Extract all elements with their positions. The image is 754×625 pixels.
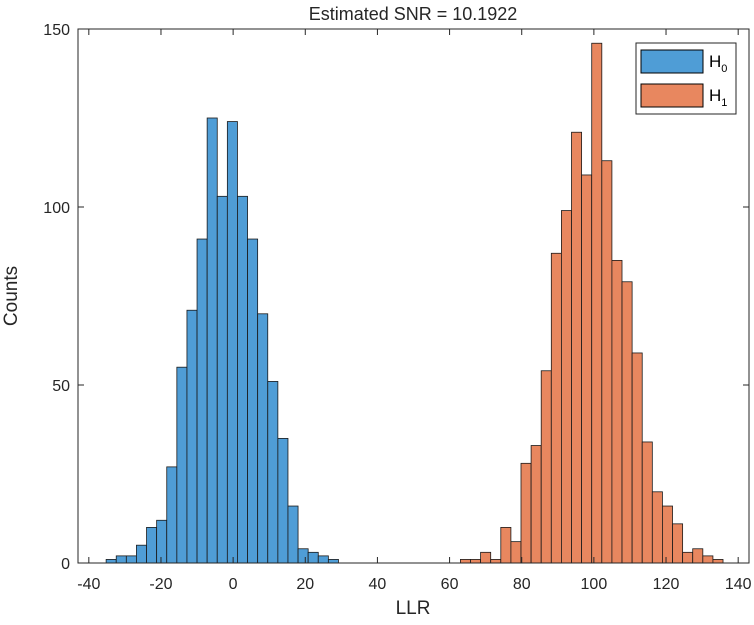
histogram-bar xyxy=(307,551,319,564)
histogram-bar xyxy=(287,505,299,564)
histogram-bar xyxy=(712,559,724,564)
histogram-bar xyxy=(490,559,502,564)
histogram-bar xyxy=(591,42,603,564)
histogram-bar xyxy=(115,555,127,564)
histogram-bar xyxy=(692,548,704,564)
legend: H0 H1 xyxy=(635,42,737,115)
histogram-bar xyxy=(267,381,279,564)
histogram-bar xyxy=(662,505,673,564)
x-tick-label: 80 xyxy=(513,576,531,593)
x-tick-label: 140 xyxy=(725,576,752,593)
series-h1-bars xyxy=(459,42,724,564)
histogram-bar xyxy=(682,551,694,564)
histogram-bar xyxy=(480,551,492,564)
histogram-bar xyxy=(317,555,329,564)
histogram-bar xyxy=(105,559,117,564)
histogram-bar xyxy=(166,466,178,564)
y-axis-label: Counts xyxy=(1,266,22,326)
x-tick-label: 20 xyxy=(296,576,314,593)
histogram-bar xyxy=(672,523,684,564)
x-tick-label: 0 xyxy=(229,576,238,593)
legend-label-h1: H1 xyxy=(709,86,727,109)
x-tick-label: 40 xyxy=(369,576,387,593)
histogram-bar xyxy=(136,544,147,564)
histogram-bar xyxy=(257,313,269,564)
histogram-bar xyxy=(611,259,623,564)
histogram-bar xyxy=(156,519,168,564)
histogram-bar xyxy=(550,252,562,564)
histogram-bar xyxy=(277,437,289,564)
histogram-bar xyxy=(561,210,572,564)
legend-label-h0: H0 xyxy=(709,52,727,75)
plot-frame xyxy=(77,28,750,564)
histogram-bar xyxy=(530,445,542,564)
histogram-bar xyxy=(621,281,633,564)
x-tick-label: -20 xyxy=(149,576,172,593)
histogram-bar xyxy=(581,174,593,564)
histogram-bar xyxy=(641,441,653,564)
histogram-bar xyxy=(651,491,663,564)
y-tick-label: 100 xyxy=(43,200,70,217)
histogram-bar xyxy=(327,559,339,564)
histogram-bar xyxy=(176,366,188,564)
y-tick-label: 0 xyxy=(61,556,70,573)
histogram-bar xyxy=(247,238,259,564)
y-tick-label: 50 xyxy=(52,378,70,395)
histogram-bar xyxy=(540,370,552,564)
x-tick-label: -40 xyxy=(77,576,100,593)
histogram-bar xyxy=(702,555,714,564)
histogram-bar xyxy=(297,548,309,564)
x-axis-ticks: -40 -20 0 20 40 60 80 100 120 140 xyxy=(77,29,752,593)
histogram-bar xyxy=(196,238,208,564)
histogram-bar xyxy=(571,131,583,564)
histogram-bar xyxy=(216,195,228,564)
y-axis-ticks: 0 50 100 150 xyxy=(43,22,749,573)
histogram-bar xyxy=(226,121,238,564)
histogram-bar xyxy=(631,352,643,564)
histogram-bar xyxy=(186,309,198,564)
histogram-bar xyxy=(601,160,613,564)
histogram-bar xyxy=(520,462,532,564)
chart-title: Estimated SNR = 10.1922 xyxy=(309,4,518,24)
x-tick-label: 60 xyxy=(441,576,459,593)
histogram-bar xyxy=(125,555,137,564)
x-tick-label: 120 xyxy=(653,576,680,593)
histogram-bar xyxy=(237,195,248,564)
legend-swatch-h0 xyxy=(640,49,704,74)
histogram-bar xyxy=(206,117,218,564)
x-tick-label: 100 xyxy=(581,576,608,593)
plot-area xyxy=(77,28,750,564)
histogram-bar xyxy=(459,559,471,564)
histogram-bar xyxy=(510,541,522,564)
legend-swatch-h1 xyxy=(640,83,704,108)
histogram-bar xyxy=(470,559,482,564)
histogram-bar xyxy=(500,527,512,564)
x-axis-label: LLR xyxy=(396,598,431,619)
y-tick-label: 150 xyxy=(43,22,70,39)
histogram-bar xyxy=(146,527,158,564)
